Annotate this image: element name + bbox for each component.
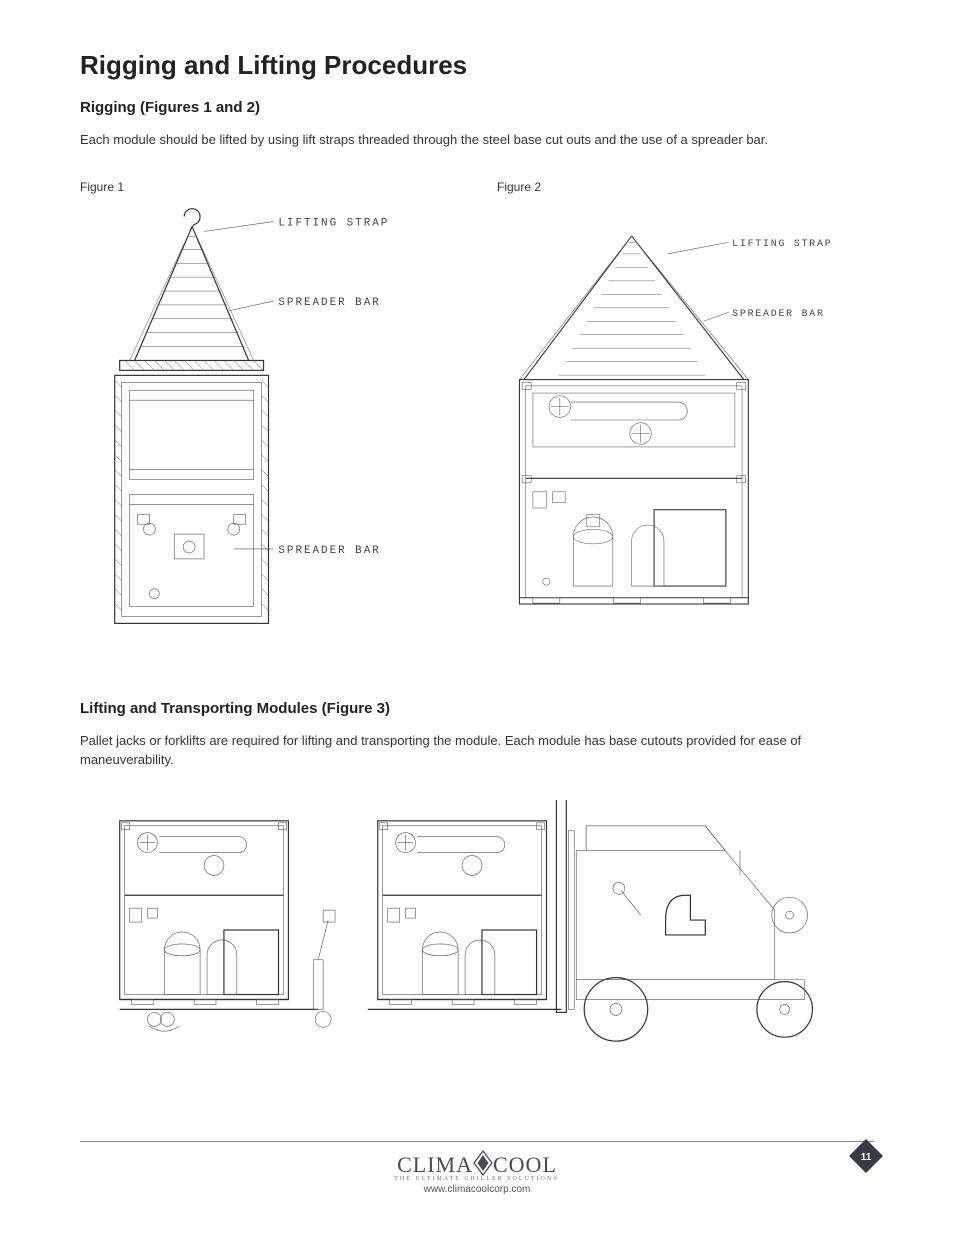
figure2-callout-lifting-strap: LIFTING STRAP [732,237,832,248]
figures-row: Figure 1 LIFTING STRAP SPREADER BAR SPRE… [80,180,874,640]
brand-right: COOL [493,1152,557,1177]
section2-body: Pallet jacks or forklifts are required f… [80,731,874,770]
section2: Lifting and Transporting Modules (Figure… [80,700,874,1060]
figure1-label: Figure 1 [80,180,457,194]
figure3-diagram [80,800,874,1060]
footer-rule [80,1141,874,1142]
page-title: Rigging and Lifting Procedures [80,50,874,81]
diamond-icon [473,1150,493,1176]
brand-url: www.climacoolcorp.com [80,1184,874,1195]
figure1-diagram: LIFTING STRAP SPREADER BAR SPREADER BAR [80,200,457,640]
figure1-callout-lifting-strap: LIFTING STRAP [278,217,389,229]
figure1-block: Figure 1 LIFTING STRAP SPREADER BAR SPRE… [80,180,457,640]
figure1-callout-spreader-top: SPREADER BAR [278,296,380,308]
brand-left: CLIMA [397,1152,473,1177]
section1-heading: Rigging (Figures 1 and 2) [80,99,874,116]
figure1-callout-spreader-bottom: SPREADER BAR [278,544,380,556]
figure2-diagram: LIFTING STRAP SPREADER BAR [497,200,874,640]
page-number-badge: 11 [848,1138,884,1174]
page-footer: CLIMA COOL THE ULTIMATE CHILLER SOLUTION®… [80,1141,874,1195]
section2-heading: Lifting and Transporting Modules (Figure… [80,700,874,717]
figure2-callout-spreader: SPREADER BAR [732,307,825,318]
svg-text:11: 11 [861,1152,872,1163]
section1-body: Each module should be lifted by using li… [80,130,874,150]
brand-logo: CLIMA COOL [80,1150,874,1178]
brand-tagline: THE ULTIMATE CHILLER SOLUTION® [80,1176,874,1182]
figure2-block: Figure 2 LIFTING STRAP SPREADER BAR [497,180,874,640]
figure2-label: Figure 2 [497,180,874,194]
